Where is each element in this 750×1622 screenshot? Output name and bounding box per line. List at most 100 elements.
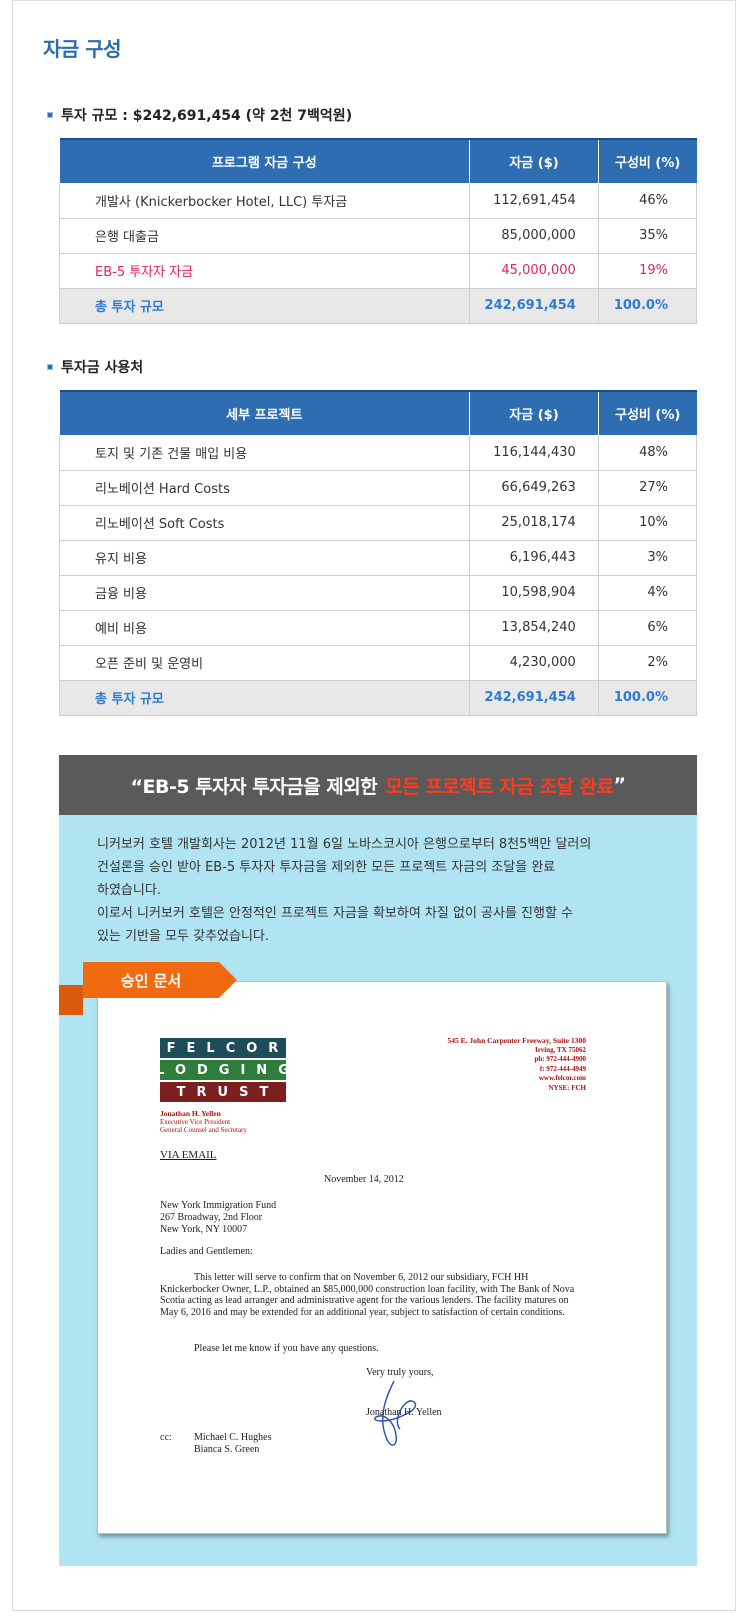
sender-title: General Counsel and Secretary xyxy=(160,1126,247,1134)
description-line: 하였습니다. xyxy=(97,883,161,898)
description-line: 있는 기반을 모두 갖추었습니다. xyxy=(97,929,270,944)
description-paragraph: 니커보커 호텔 개발회사는 2012년 11월 6일 노바스코시아 은행으로부터… xyxy=(97,833,677,948)
row-percent: 10% xyxy=(598,505,698,541)
letter-sender: Jonathan H. Yellen Executive Vice Presid… xyxy=(160,1110,247,1135)
description-line: 건설론을 승인 받아 EB-5 투자자 투자금을 제외한 모든 프로젝트 자금의… xyxy=(97,860,556,875)
letter-cc: cc: Michael C. Hughes Bianca S. Green xyxy=(160,1432,272,1455)
square-bullet-icon xyxy=(47,112,53,118)
cc-name: Michael C. Hughes xyxy=(194,1432,272,1443)
recipient-line: New York, NY 10007 xyxy=(160,1224,248,1235)
row-name: EB-5 투자자 자금 xyxy=(58,253,471,289)
row-name: 리노베이션 Soft Costs xyxy=(58,505,471,541)
column-header: 자금 ($) xyxy=(469,138,599,183)
row-percent: 46% xyxy=(598,183,698,219)
row-percent: 19% xyxy=(598,253,698,289)
approval-document-tab: 승인 문서 xyxy=(83,962,237,998)
row-percent: 4% xyxy=(598,575,698,611)
table-row: 리노베이션 Soft Costs 25,018,174 10% xyxy=(58,505,698,541)
description-line: 이로서 니커보커 호텔은 안정적인 프로젝트 자금을 확보하여 차질 없이 공사… xyxy=(97,906,574,921)
letter-body: This letter will serve to confirm that o… xyxy=(160,1272,575,1318)
recipient-line: 267 Broadway, 2nd Floor xyxy=(160,1212,263,1223)
row-amount: 4,230,000 xyxy=(469,645,599,681)
banner-accent-text: 모든 프로젝트 자금 조달 완료 xyxy=(385,775,614,798)
row-amount: 116,144,430 xyxy=(469,435,599,471)
row-name: 토지 및 기존 건물 매입 비용 xyxy=(58,435,471,471)
table-row: 개발사 (Knickerbocker Hotel, LLC) 투자금 112,6… xyxy=(58,183,698,219)
letter-signer: Jonathan H. Yellen xyxy=(366,1407,442,1418)
recipient-line: New York Immigration Fund xyxy=(160,1200,277,1211)
row-percent: 2% xyxy=(598,645,698,681)
cc-label: cc: xyxy=(160,1432,172,1443)
address-line: ph: 972-444-4900 xyxy=(534,1055,586,1063)
table-row: 은행 대출금 85,000,000 35% xyxy=(58,218,698,254)
letter-greeting: Ladies and Gentlemen: xyxy=(160,1246,253,1257)
table-row-highlight: EB-5 투자자 자금 45,000,000 19% xyxy=(58,253,698,289)
total-percent: 100.0% xyxy=(598,680,698,716)
table-row: 리노베이션 Hard Costs 66,649,263 27% xyxy=(58,470,698,506)
column-header: 세부 프로젝트 xyxy=(59,390,471,435)
square-bullet-icon xyxy=(47,364,53,370)
column-header: 프로그램 자금 구성 xyxy=(59,138,471,183)
section-heading-fund-usage: 투자금 사용처 xyxy=(47,357,143,377)
tab-label: 승인 문서 xyxy=(83,962,219,998)
row-amount: 45,000,000 xyxy=(469,253,599,289)
total-percent: 100.0% xyxy=(598,288,698,324)
letter-date: November 14, 2012 xyxy=(324,1174,404,1185)
row-name: 금융 비용 xyxy=(58,575,471,611)
letter-closing: Very truly yours, xyxy=(366,1367,434,1378)
table-row: 토지 및 기존 건물 매입 비용 116,144,430 48% xyxy=(58,435,698,471)
letter-via: VIA EMAIL xyxy=(160,1149,217,1161)
section-heading-text: 투자금 사용처 xyxy=(61,360,144,376)
row-name: 유지 비용 xyxy=(58,540,471,576)
total-amount: 242,691,454 xyxy=(469,680,599,716)
address-line: f: 972-444-4949 xyxy=(539,1064,586,1073)
cc-name: Bianca S. Green xyxy=(194,1444,260,1455)
felcor-logo: FELCOR LODGING TRUST xyxy=(156,1038,289,1104)
table-header-row: 세부 프로젝트 자금 ($) 구성비 (%) xyxy=(59,390,697,435)
table-total-row: 총 투자 규모 242,691,454 100.0% xyxy=(58,680,698,716)
row-amount: 112,691,454 xyxy=(469,183,599,219)
row-amount: 13,854,240 xyxy=(469,610,599,646)
row-name: 은행 대출금 xyxy=(58,218,471,254)
row-amount: 6,196,443 xyxy=(469,540,599,576)
row-percent: 35% xyxy=(598,218,698,254)
description-line: 니커보커 호텔 개발회사는 2012년 11월 6일 노바스코시아 은행으로부터… xyxy=(97,837,592,852)
row-name: 개발사 (Knickerbocker Hotel, LLC) 투자금 xyxy=(58,183,471,219)
table-row: 금융 비용 10,598,904 4% xyxy=(58,575,698,611)
logo-row: LODGING xyxy=(156,1060,289,1080)
table-row: 유지 비용 6,196,443 3% xyxy=(58,540,698,576)
fund-usage-table: 세부 프로젝트 자금 ($) 구성비 (%) 토지 및 기존 건물 매입 비용 … xyxy=(58,390,698,716)
column-header: 구성비 (%) xyxy=(598,138,697,183)
funding-table: 프로그램 자금 구성 자금 ($) 구성비 (%) 개발사 (Knickerbo… xyxy=(58,138,698,324)
row-percent: 6% xyxy=(598,610,698,646)
page-title: 자금 구성 xyxy=(43,37,122,61)
row-name: 예비 비용 xyxy=(58,610,471,646)
banner-close-quote: ” xyxy=(613,774,626,796)
completion-banner: “EB-5 투자자 투자금을 제외한 모든 프로젝트 자금 조달 완료 ” xyxy=(59,755,697,815)
row-name: 오픈 준비 및 운영비 xyxy=(58,645,471,681)
letter-body: Please let me know if you have any quest… xyxy=(194,1343,379,1354)
logo-row: FELCOR xyxy=(160,1038,286,1058)
address-line: NYSE: FCH xyxy=(548,1083,586,1092)
table-total-row: 총 투자 규모 242,691,454 100.0% xyxy=(58,288,698,324)
banner-text: “EB-5 투자자 투자금을 제외한 xyxy=(130,775,378,798)
total-amount: 242,691,454 xyxy=(469,288,599,324)
row-amount: 85,000,000 xyxy=(469,218,599,254)
address-line: 545 E. John Carpenter Freeway, Suite 130… xyxy=(447,1036,586,1045)
sender-title: Executive Vice President xyxy=(160,1118,231,1126)
column-header: 구성비 (%) xyxy=(598,390,697,435)
address-line: Irving, TX 75062 xyxy=(534,1045,586,1054)
signature-image xyxy=(374,1380,417,1446)
address-line: www.felcor.com xyxy=(538,1074,586,1082)
letter-recipient: New York Immigration Fund 267 Broadway, … xyxy=(160,1200,276,1236)
section-heading-text: 투자 규모 : $242,691,454 (약 2천 7백억원) xyxy=(61,108,353,124)
logo-row: TRUST xyxy=(160,1082,286,1102)
row-amount: 10,598,904 xyxy=(469,575,599,611)
column-header: 자금 ($) xyxy=(469,390,599,435)
row-percent: 27% xyxy=(598,470,698,506)
table-row: 오픈 준비 및 운영비 4,230,000 2% xyxy=(58,645,698,681)
table-header-row: 프로그램 자금 구성 자금 ($) 구성비 (%) xyxy=(59,138,697,183)
total-name: 총 투자 규모 xyxy=(58,680,471,716)
row-amount: 25,018,174 xyxy=(469,505,599,541)
section-heading-investment-scale: 투자 규모 : $242,691,454 (약 2천 7백억원) xyxy=(47,105,352,125)
